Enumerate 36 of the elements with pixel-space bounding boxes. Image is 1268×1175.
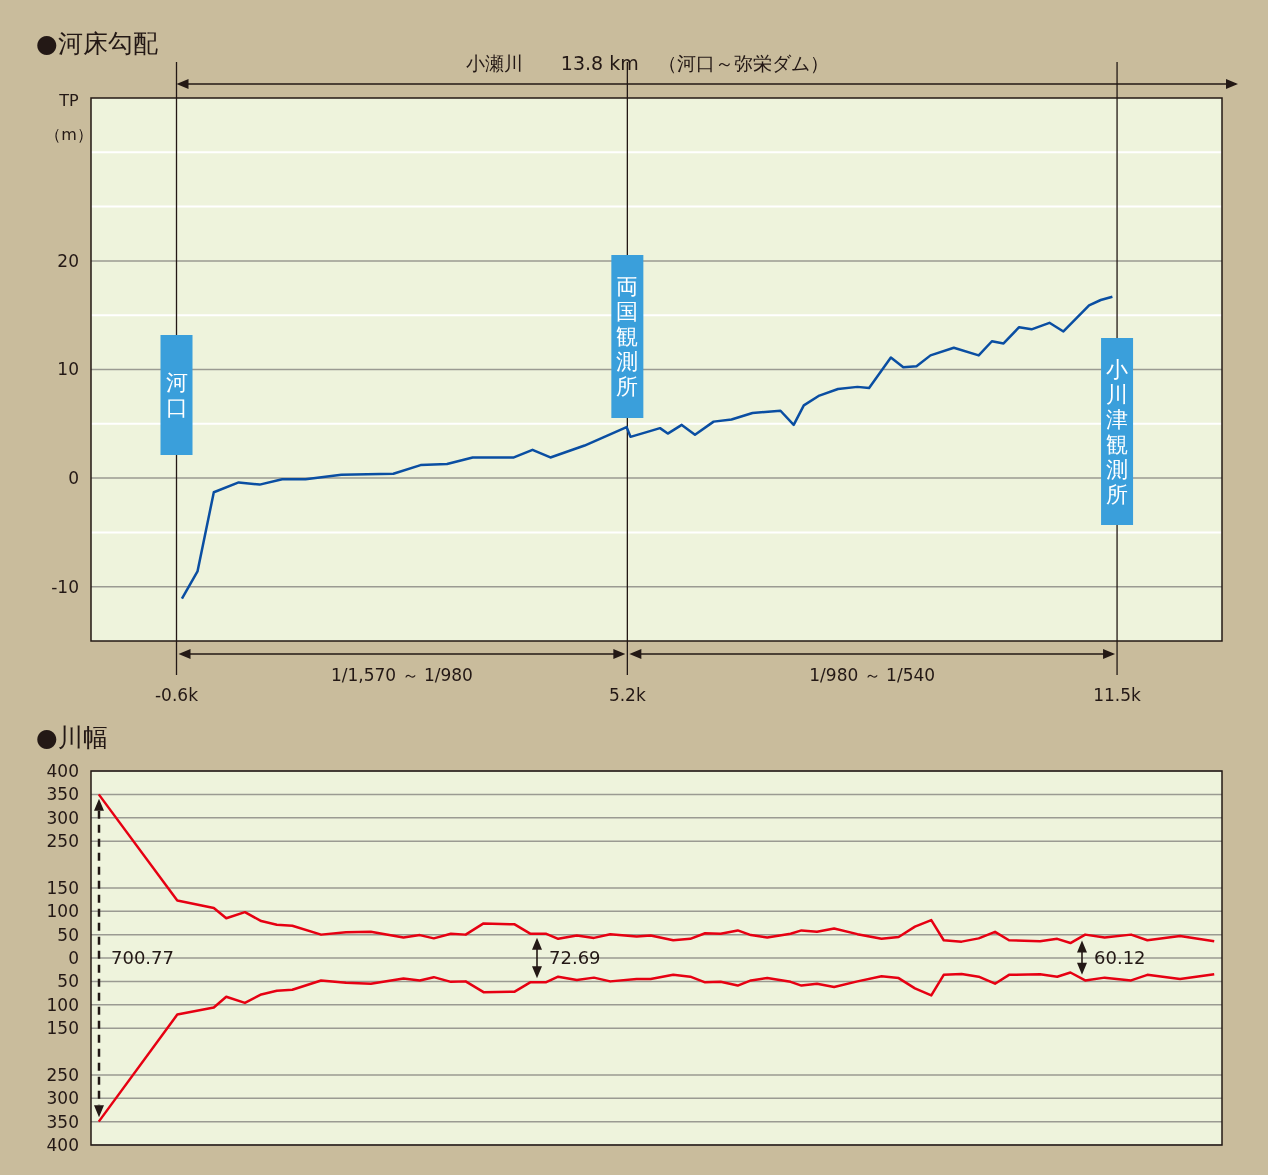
y-tick-label: 150 bbox=[46, 877, 79, 898]
y-tick-label: -10 bbox=[51, 576, 79, 597]
x-tick-label: -0.6k bbox=[155, 685, 199, 705]
y-axis-title: TP （m） bbox=[45, 91, 93, 144]
y-tick-label: 400 bbox=[46, 1134, 79, 1155]
annotation: 700.77 bbox=[111, 947, 174, 969]
annotation: 60.12 bbox=[1094, 946, 1146, 968]
ref-line-label: 河口 bbox=[165, 370, 188, 421]
y-tick-label: 0 bbox=[68, 468, 79, 489]
annotation: 72.69 bbox=[549, 947, 601, 969]
x-tick-label: 11.5k bbox=[1093, 685, 1142, 705]
ref-line-label: 両国観測所 bbox=[616, 274, 639, 400]
y-tick-label: 0 bbox=[68, 947, 79, 968]
y-tick-label: 250 bbox=[46, 831, 79, 852]
line-series bbox=[97, 793, 1216, 945]
x-tick-label: 5.2k bbox=[608, 685, 646, 705]
y-tick-label: 50 bbox=[57, 924, 79, 945]
y-tick-label: 100 bbox=[46, 994, 79, 1015]
y-tick-label: 100 bbox=[46, 901, 79, 922]
y-tick-label: 300 bbox=[46, 1088, 79, 1109]
text: 小瀬川 13.8 km （河口～弥栄ダム） bbox=[465, 52, 829, 74]
chart-title: ●川幅 bbox=[36, 723, 108, 752]
y-tick-label: 50 bbox=[57, 971, 79, 992]
line-series bbox=[97, 971, 1216, 1123]
y-tick-label: 350 bbox=[46, 784, 79, 805]
text: 1/1,570 ～ 1/980 bbox=[330, 665, 473, 685]
y-tick-label: 350 bbox=[46, 1111, 79, 1132]
ref-line-label: 小川津観測所 bbox=[1106, 356, 1129, 507]
y-tick-label: 300 bbox=[46, 807, 79, 828]
y-tick-label: 400 bbox=[46, 760, 79, 781]
chart-title: ●河床勾配 bbox=[36, 29, 158, 58]
y-tick-label: 150 bbox=[46, 1018, 79, 1039]
y-tick-label: 10 bbox=[57, 359, 79, 380]
y-tick-label: 20 bbox=[57, 250, 79, 271]
y-tick-label: 250 bbox=[46, 1064, 79, 1085]
text: 1/980 ～ 1/540 bbox=[809, 665, 936, 685]
